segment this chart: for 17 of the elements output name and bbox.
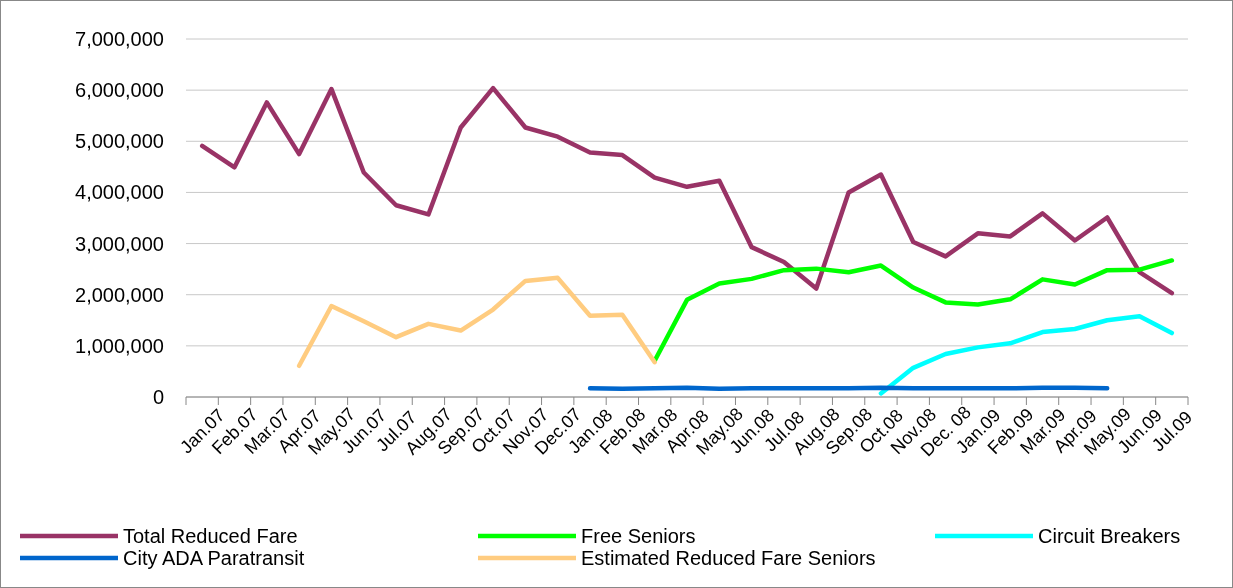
- y-tick-label: 1,000,000: [75, 334, 164, 357]
- y-tick-label: 5,000,000: [75, 130, 164, 153]
- line-series: [878, 313, 1175, 396]
- y-tick-label: 3,000,000: [75, 232, 164, 255]
- legend-label: Total Reduced Fare: [123, 525, 298, 547]
- line-series: [199, 85, 1175, 296]
- y-tick-label: 6,000,000: [75, 79, 164, 102]
- y-tick-label: 2,000,000: [75, 283, 164, 306]
- legend-label: Free Seniors: [581, 525, 696, 547]
- y-tick-label: 7,000,000: [75, 28, 164, 50]
- legend-label: City ADA Paratransit: [123, 547, 305, 569]
- legend-label: Estimated Reduced Fare Seniors: [581, 547, 876, 569]
- legend-label: Circuit Breakers: [1038, 525, 1181, 547]
- y-tick-label: 4,000,000: [75, 181, 164, 204]
- line-series: [296, 275, 657, 369]
- line-series: [652, 258, 1175, 363]
- y-tick-label: 0: [152, 386, 164, 408]
